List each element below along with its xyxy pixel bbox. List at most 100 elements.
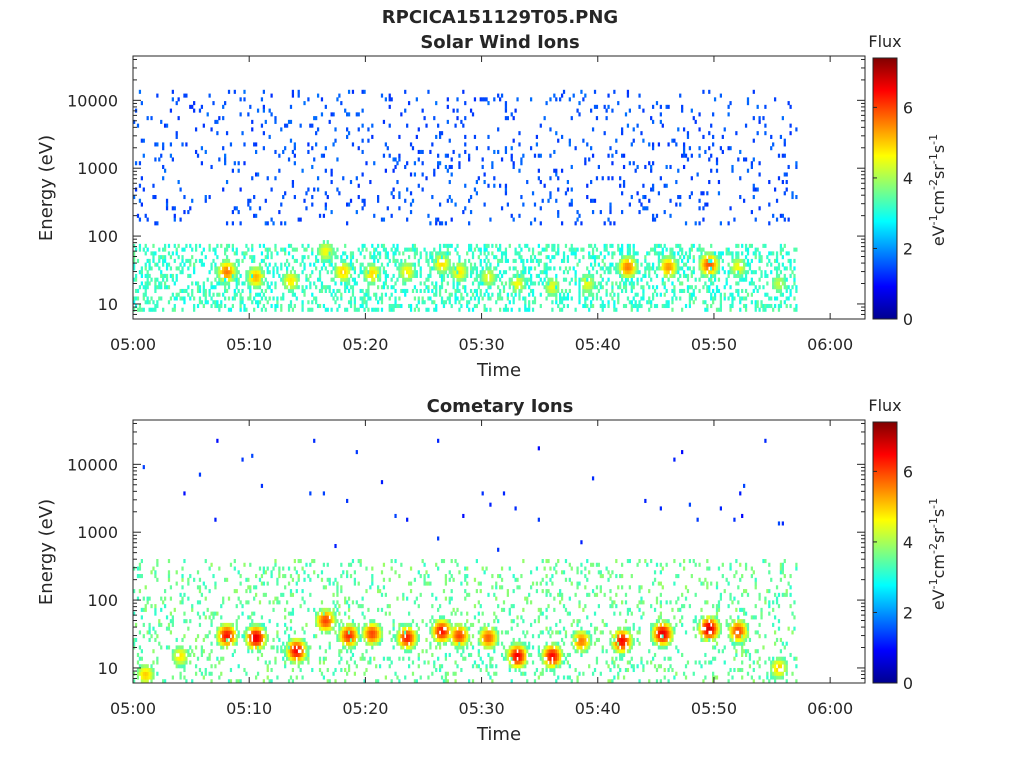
heatmap-cell (758, 172, 761, 177)
heatmap-cell (605, 116, 608, 121)
heatmap-cell (407, 622, 411, 627)
heatmap-cell (421, 619, 424, 624)
heatmap-cell (249, 104, 252, 109)
heatmap-cell (365, 630, 368, 635)
heatmap-cell (165, 273, 169, 278)
heatmap-cell (363, 630, 366, 635)
heatmap-cell (359, 288, 362, 293)
heatmap-cell (396, 266, 399, 271)
heatmap-cell (698, 206, 701, 211)
heatmap-cell (318, 660, 322, 665)
heatmap-cell (134, 296, 138, 301)
heatmap-cell (500, 251, 504, 256)
heatmap-cell (344, 307, 347, 312)
heatmap-cell (622, 266, 626, 271)
heatmap-cell (409, 303, 413, 309)
heatmap-cell (307, 649, 310, 654)
heatmap-cell (245, 630, 248, 635)
heatmap-cell (679, 281, 682, 286)
heatmap-cell (235, 281, 238, 286)
heatmap-cell (237, 634, 240, 639)
heatmap-cell (293, 630, 296, 635)
heatmap-cell (483, 172, 486, 177)
heatmap-cell (204, 198, 207, 203)
heatmap-cell (340, 266, 343, 271)
heatmap-cell (305, 285, 308, 290)
heatmap-cell (291, 649, 295, 654)
heatmap-cell (183, 592, 186, 597)
heatmap-cell (336, 581, 339, 586)
heatmap-cell (520, 285, 523, 290)
heatmap-cell (539, 221, 542, 226)
heatmap-cell (346, 127, 349, 132)
heatmap-cell (737, 262, 740, 267)
heatmap-cell (307, 97, 310, 102)
heatmap-cell (531, 247, 535, 252)
heatmap-cell (419, 251, 422, 256)
heatmap-cell (522, 153, 525, 158)
heatmap-cell (520, 258, 523, 263)
heatmap-cell (338, 191, 341, 196)
heatmap-cell (766, 262, 769, 267)
heatmap-cell (291, 277, 295, 282)
heatmap-cell (448, 600, 451, 605)
heatmap-cell (413, 255, 417, 260)
heatmap-cell (673, 285, 676, 290)
heatmap-cell (347, 281, 351, 286)
heatmap-cell (642, 292, 645, 297)
heatmap-cell (363, 292, 366, 297)
heatmap-cell (493, 183, 496, 188)
heatmap-cell (448, 262, 451, 267)
heatmap-cell (394, 251, 397, 256)
heatmap-cell (262, 645, 265, 650)
heatmap-cell (499, 307, 502, 312)
heatmap-cell (342, 626, 345, 631)
heatmap-cell (706, 251, 709, 256)
heatmap-cell (216, 634, 219, 639)
heatmap-cell (512, 637, 515, 642)
heatmap-cell (442, 243, 446, 248)
heatmap-cell (737, 273, 740, 278)
heatmap-cell (578, 277, 581, 282)
heatmap-cell (324, 619, 327, 624)
heatmap-cell (570, 116, 573, 121)
heatmap-cell (516, 273, 519, 278)
heatmap-cell (460, 652, 463, 657)
heatmap-cell (438, 615, 442, 620)
heatmap-cell (260, 258, 264, 263)
heatmap-cell (717, 179, 721, 185)
heatmap-cell (262, 270, 265, 275)
heatmap-cell (156, 142, 159, 147)
heatmap-cell (301, 270, 304, 275)
heatmap-cell (136, 667, 140, 673)
heatmap-cell (673, 255, 676, 260)
heatmap-cell (429, 619, 432, 624)
heatmap-cell (485, 641, 488, 646)
heatmap-cell (204, 585, 207, 590)
heatmap-cell (458, 307, 461, 312)
heatmap-cell (400, 303, 403, 309)
heatmap-cell (198, 243, 202, 248)
heatmap-cell (719, 292, 722, 297)
heatmap-cell (591, 255, 595, 260)
heatmap-cell (287, 243, 291, 248)
heatmap-cell (198, 667, 202, 673)
heatmap-cell (346, 221, 349, 226)
heatmap-cell (448, 619, 451, 624)
heatmap-cell (775, 273, 779, 278)
heatmap-cell (293, 292, 296, 297)
heatmap-cell (448, 296, 451, 301)
heatmap-cell (150, 251, 153, 256)
heatmap-cell (330, 210, 333, 215)
heatmap-cell (495, 243, 498, 248)
heatmap-cell (227, 262, 231, 267)
heatmap-cell (407, 630, 411, 635)
heatmap-cell (632, 296, 635, 301)
heatmap-cell (262, 641, 265, 646)
heatmap-cell (162, 146, 165, 151)
heatmap-cell (260, 645, 264, 650)
heatmap-cell (698, 266, 701, 271)
heatmap-cell (377, 285, 380, 290)
heatmap-cell (289, 660, 293, 665)
heatmap-cell (287, 277, 291, 282)
